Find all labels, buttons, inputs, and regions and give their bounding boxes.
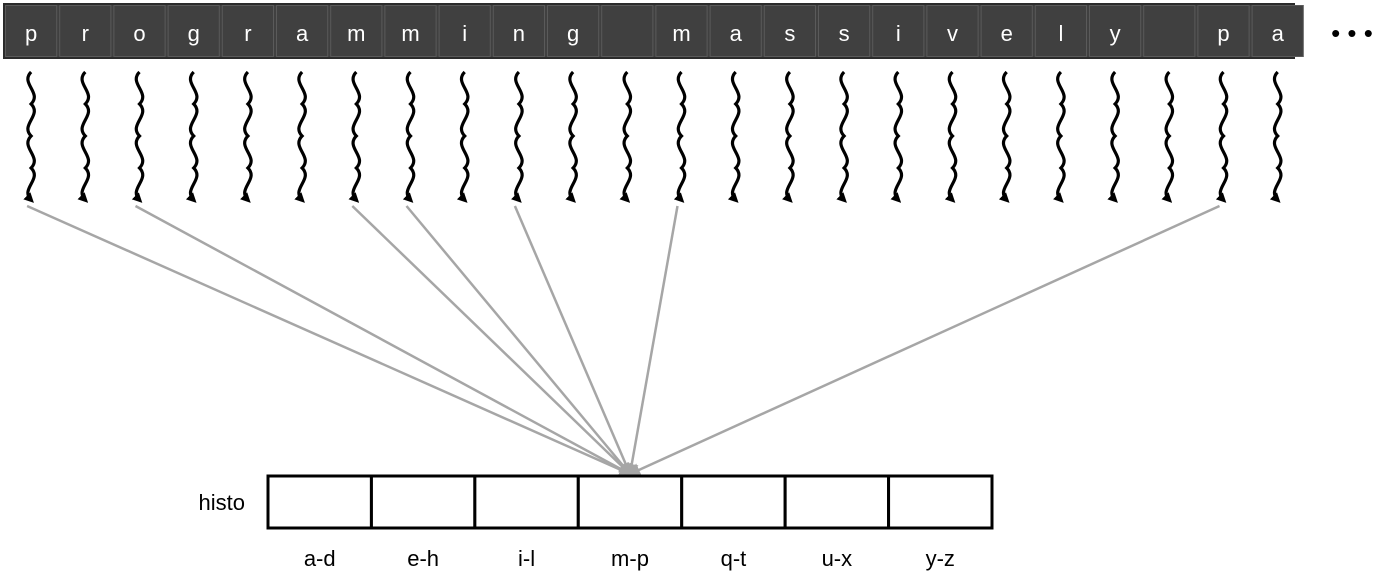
histogram-bin-e-h [369, 474, 477, 530]
thread-arrows [23, 70, 1283, 203]
thread-arrow [619, 70, 633, 203]
thread-arrow [1161, 70, 1175, 203]
update-line [134, 204, 634, 476]
input-character: a [1272, 21, 1285, 46]
bin-label: e-h [407, 546, 439, 571]
bin-label: q-t [721, 546, 747, 571]
input-cell [763, 5, 816, 57]
thread-arrow [782, 70, 795, 203]
input-cell [276, 5, 329, 57]
histogram-bin-a-d [266, 474, 373, 530]
thread-arrow [1269, 70, 1283, 203]
input-cell [980, 5, 1033, 57]
thread-arrow [456, 70, 470, 203]
histogram-bin-m-p [576, 474, 684, 530]
thread-arrow [77, 70, 91, 203]
thread-arrow [727, 70, 741, 203]
thread-arrow [836, 70, 849, 203]
input-character: l [1058, 21, 1063, 46]
input-cell [1034, 5, 1088, 57]
input-cell [113, 5, 166, 57]
thread-arrow [673, 70, 687, 203]
histogram-bin-u-x [783, 474, 891, 530]
histogram-bin-labels: a-d e-h i-l m-p q-t u-x y-z [304, 546, 955, 571]
input-character: s [784, 21, 795, 46]
thread-arrow [348, 70, 362, 203]
bin-label: y-z [926, 546, 955, 571]
histogram-update-lines [26, 204, 1221, 478]
input-character: p [25, 21, 37, 46]
input-cell [655, 5, 708, 57]
input-character: r [244, 21, 251, 46]
thread-arrow [131, 70, 145, 203]
ellipsis: • • • [1331, 18, 1373, 48]
input-character: y [1110, 21, 1121, 46]
thread-arrow [1215, 70, 1229, 203]
update-line [626, 204, 1221, 477]
thread-arrow [185, 70, 199, 203]
input-cell [1251, 5, 1304, 57]
update-line [624, 205, 679, 478]
update-line [351, 205, 633, 477]
histogram-bin-y-z [887, 474, 994, 530]
input-cell [330, 5, 383, 57]
bin-label: u-x [822, 546, 853, 571]
input-cell [384, 5, 437, 57]
update-line [513, 205, 633, 478]
thread-arrow [565, 70, 578, 203]
input-character: m [401, 21, 419, 46]
input-character: r [82, 21, 89, 46]
input-character: a [296, 21, 309, 46]
thread-arrow [294, 70, 307, 203]
input-cell [167, 5, 220, 57]
thread-arrow [511, 70, 524, 203]
input-cell [221, 5, 275, 57]
input-cell [59, 5, 112, 57]
thread-arrow [240, 70, 253, 203]
histogram-array [266, 474, 994, 530]
input-character: m [347, 21, 365, 46]
bin-label: m-p [611, 546, 649, 571]
histogram-bin-i-l [473, 474, 580, 530]
update-line [405, 205, 633, 478]
input-cell [709, 5, 762, 57]
input-cell [5, 5, 58, 57]
thread-arrow [402, 70, 416, 203]
thread-arrow [1107, 70, 1120, 203]
thread-arrow [890, 70, 904, 203]
input-cell [492, 5, 545, 57]
input-cell [438, 5, 491, 57]
input-character: o [133, 21, 145, 46]
bin-label: a-d [304, 546, 336, 571]
input-cell [1197, 5, 1250, 57]
thread-arrow [944, 70, 958, 203]
input-character: n [513, 21, 525, 46]
input-character: g [188, 21, 200, 46]
thread-arrow [1053, 70, 1066, 203]
input-character: a [730, 21, 743, 46]
input-cell [547, 5, 600, 57]
input-character: s [839, 21, 850, 46]
input-character: m [672, 21, 690, 46]
input-character: i [896, 21, 901, 46]
input-character: i [462, 21, 467, 46]
input-cell [872, 5, 925, 57]
input-character: p [1217, 21, 1229, 46]
input-cell [1143, 5, 1196, 57]
input-character: g [567, 21, 579, 46]
histogram-label: histo [199, 490, 245, 515]
input-character: e [1001, 21, 1013, 46]
thread-arrow [23, 70, 36, 203]
update-line [26, 204, 634, 477]
input-cell [818, 5, 871, 57]
input-cell [601, 5, 654, 57]
bin-label: i-l [518, 546, 535, 571]
thread-arrow [998, 70, 1012, 203]
input-character: v [947, 21, 958, 46]
histogram-bin-q-t [680, 474, 787, 530]
input-cell [1089, 5, 1142, 57]
input-cell [926, 5, 979, 57]
